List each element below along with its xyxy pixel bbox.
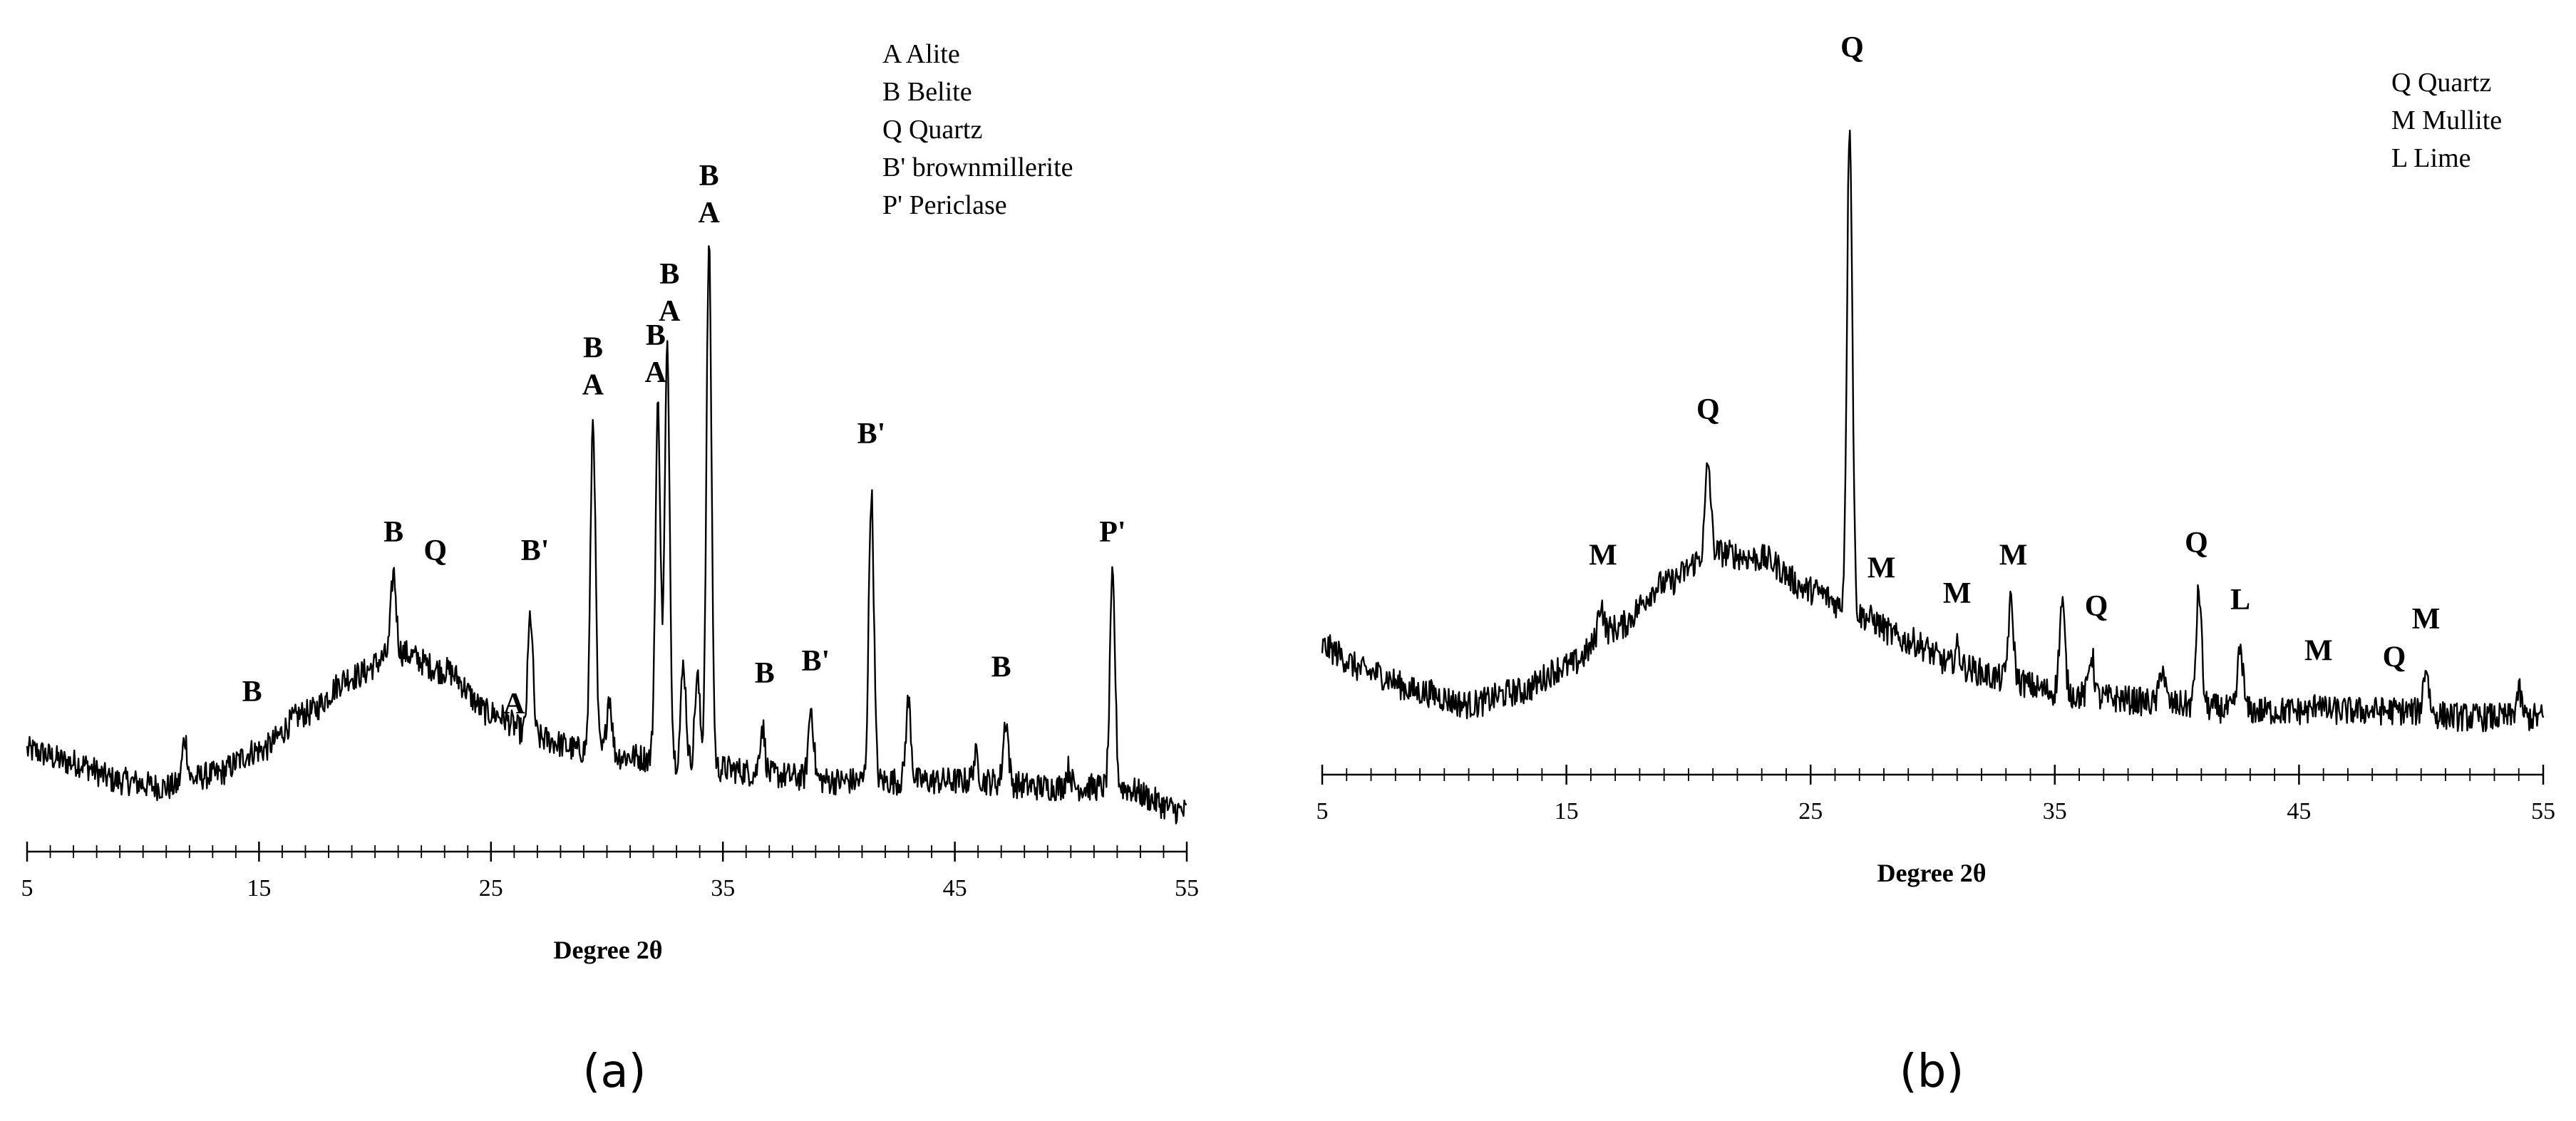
x-tick-label: 25 xyxy=(1798,798,1823,825)
peak-label: A xyxy=(699,197,721,229)
x-tick-label: 45 xyxy=(2287,798,2311,825)
x-tick-label: 35 xyxy=(2043,798,2067,825)
peak-label: M xyxy=(2304,634,2333,667)
x-tick-label: 55 xyxy=(1175,875,1199,902)
peak-label: A xyxy=(582,368,604,401)
legend: A Alite B Belite Q Quartz B' brownmillerite… xyxy=(882,39,1073,220)
peak-label: Q xyxy=(423,534,447,567)
xrd-pattern-line xyxy=(1321,130,2545,733)
peak-label: Q xyxy=(1840,31,1864,64)
peak-label: B' xyxy=(857,418,886,450)
legend-entry: L Lime xyxy=(2391,143,2471,173)
peak-label: M xyxy=(1943,577,1972,610)
x-tick-label: 45 xyxy=(943,875,967,902)
peak-label: B xyxy=(383,516,403,549)
peak-label: B' xyxy=(521,534,550,567)
peak-label: Q xyxy=(1696,393,1720,426)
peak-label: Q xyxy=(2085,590,2108,623)
peak-label: B' xyxy=(802,645,830,678)
x-tick-label: 35 xyxy=(711,875,735,902)
x-axis-title: Degree 2θ xyxy=(553,936,662,964)
peak-label: Q xyxy=(2185,527,2208,559)
peak-label: B xyxy=(991,651,1011,684)
peak-label: M xyxy=(1589,539,1617,572)
legend-entry: B Belite xyxy=(882,77,972,107)
peak-label: M xyxy=(1999,539,2028,572)
legend-entry: Q Quartz xyxy=(882,115,982,145)
x-tick-label: 5 xyxy=(21,875,34,902)
x-tick-label: 15 xyxy=(1555,798,1579,825)
x-tick-label: 15 xyxy=(247,875,271,902)
x-tick-label: 25 xyxy=(479,875,503,902)
peak-label: B xyxy=(646,319,666,352)
legend-entry: P' Periclase xyxy=(882,190,1007,220)
x-axis-title: Degree 2θ xyxy=(1877,859,1986,887)
legend-entry: Q Quartz xyxy=(2391,68,2491,98)
legend: Q Quartz M Mullite L Lime xyxy=(2391,68,2502,173)
peak-label: B xyxy=(755,657,775,690)
legend-entry: B' brownmillerite xyxy=(882,153,1073,182)
peak-label: B xyxy=(659,258,679,291)
peak-label: P' xyxy=(1099,516,1125,549)
peak-label: M xyxy=(2412,603,2441,636)
peak-label: L xyxy=(2230,584,2250,616)
peak-label: Q xyxy=(2383,641,2406,673)
panel-caption: (a) xyxy=(582,1045,646,1098)
peak-label: B xyxy=(242,676,262,708)
peak-label: B xyxy=(699,160,719,192)
peak-label: B xyxy=(583,331,603,364)
peak-label: A xyxy=(503,688,525,720)
x-tick-label: 55 xyxy=(2531,798,2555,825)
panel-caption: (b) xyxy=(1900,1045,1964,1098)
peak-label: A xyxy=(659,295,681,328)
x-tick-label: 5 xyxy=(1317,798,1329,825)
legend-entry: M Mullite xyxy=(2391,105,2502,135)
legend-entry: A Alite xyxy=(882,39,960,69)
peak-label: A xyxy=(645,356,667,389)
xrd-pattern-line xyxy=(26,245,1187,825)
peak-label: M xyxy=(1867,552,1896,585)
